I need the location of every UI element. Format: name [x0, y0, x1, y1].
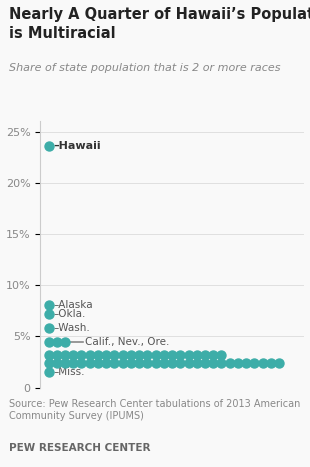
Point — [219, 359, 224, 367]
Point — [54, 338, 59, 345]
Point — [54, 351, 59, 359]
Text: –Alaska: –Alaska — [54, 300, 93, 310]
Point — [46, 325, 51, 332]
Point — [194, 351, 199, 359]
Point — [46, 310, 51, 318]
Point — [161, 359, 166, 367]
Point — [153, 359, 158, 367]
Point — [268, 359, 273, 367]
Point — [79, 359, 84, 367]
Point — [186, 359, 191, 367]
Point — [104, 359, 109, 367]
Point — [112, 351, 117, 359]
Point — [79, 351, 84, 359]
Point — [186, 351, 191, 359]
Text: Source: Pew Research Center tabulations of 2013 American
Community Survey (IPUMS: Source: Pew Research Center tabulations … — [9, 399, 301, 421]
Text: Share of state population that is 2 or more races: Share of state population that is 2 or m… — [9, 63, 281, 73]
Point — [170, 351, 175, 359]
Point — [128, 359, 133, 367]
Point — [202, 351, 207, 359]
Point — [211, 359, 216, 367]
Point — [112, 359, 117, 367]
Point — [128, 351, 133, 359]
Point — [161, 351, 166, 359]
Point — [277, 359, 281, 367]
Point — [95, 351, 100, 359]
Text: –Wash.: –Wash. — [54, 323, 90, 333]
Point — [120, 351, 125, 359]
Text: Nearly A Quarter of Hawaii’s Population
is Multiracial: Nearly A Quarter of Hawaii’s Population … — [9, 7, 310, 41]
Text: –Miss.: –Miss. — [54, 367, 85, 377]
Point — [137, 351, 142, 359]
Point — [153, 351, 158, 359]
Point — [46, 142, 51, 150]
Point — [46, 359, 51, 367]
Point — [145, 359, 150, 367]
Point — [252, 359, 257, 367]
Point — [46, 368, 51, 376]
Text: PEW RESEARCH CENTER: PEW RESEARCH CENTER — [9, 443, 151, 453]
Point — [87, 359, 92, 367]
Point — [244, 359, 249, 367]
Point — [236, 359, 241, 367]
Point — [54, 359, 59, 367]
Point — [46, 338, 51, 345]
Point — [194, 359, 199, 367]
Point — [227, 359, 232, 367]
Point — [87, 351, 92, 359]
Point — [71, 359, 76, 367]
Point — [170, 359, 175, 367]
Point — [46, 351, 51, 359]
Point — [46, 301, 51, 308]
Text: –Okla.: –Okla. — [54, 309, 86, 319]
Point — [211, 351, 216, 359]
Point — [202, 359, 207, 367]
Point — [178, 359, 183, 367]
Point — [145, 351, 150, 359]
Point — [63, 338, 68, 345]
Point — [219, 351, 224, 359]
Point — [120, 359, 125, 367]
Point — [63, 359, 68, 367]
Point — [178, 351, 183, 359]
Text: –Hawaii: –Hawaii — [54, 141, 101, 151]
Point — [71, 351, 76, 359]
Point — [260, 359, 265, 367]
Point — [137, 359, 142, 367]
Point — [63, 351, 68, 359]
Point — [95, 359, 100, 367]
Text: Calif., Nev., Ore.: Calif., Nev., Ore. — [85, 337, 169, 347]
Point — [104, 351, 109, 359]
